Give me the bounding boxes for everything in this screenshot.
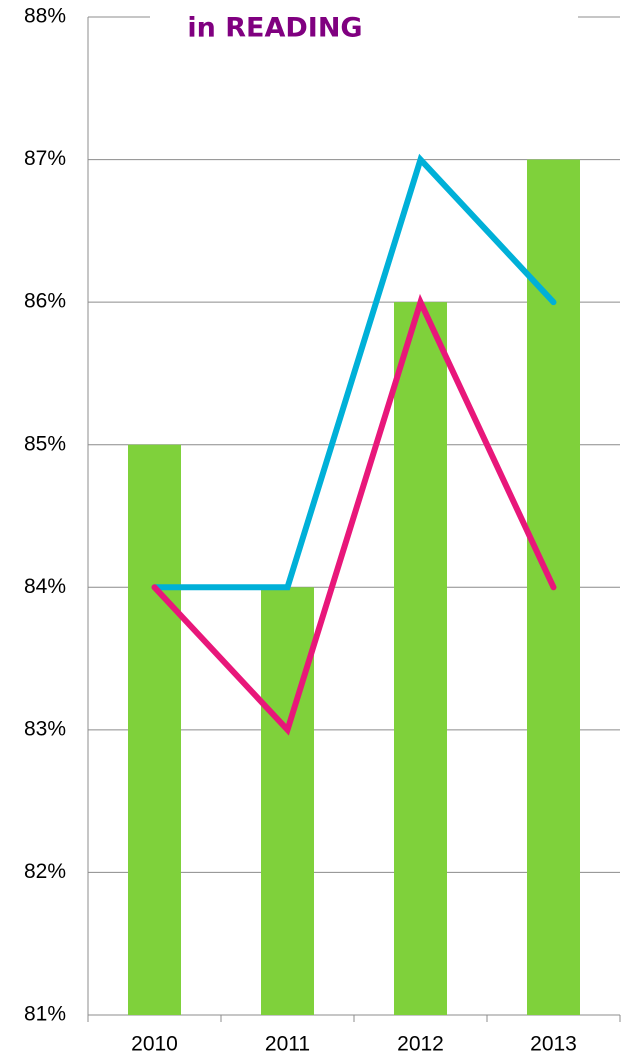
bar xyxy=(261,587,314,1015)
y-tick-label: 81% xyxy=(24,1003,66,1026)
y-tick-label: 84% xyxy=(24,575,66,598)
x-tick-label: 2011 xyxy=(265,1033,310,1056)
y-tick-label: 82% xyxy=(24,860,66,883)
chart-title: in READING xyxy=(187,13,362,44)
x-tick-label: 2013 xyxy=(530,1033,577,1056)
y-tick-label: 83% xyxy=(24,717,66,740)
y-tick-label: 88% xyxy=(24,5,66,28)
x-tick-label: 2012 xyxy=(397,1033,444,1056)
y-tick-label: 86% xyxy=(24,290,66,313)
title-background xyxy=(150,0,578,45)
y-tick-label: 85% xyxy=(24,432,66,455)
bar xyxy=(128,444,181,1015)
line xyxy=(151,153,557,591)
x-tick-label: 2010 xyxy=(131,1033,178,1056)
bar xyxy=(394,302,447,1016)
y-tick-label: 87% xyxy=(24,147,66,170)
line xyxy=(151,293,557,736)
